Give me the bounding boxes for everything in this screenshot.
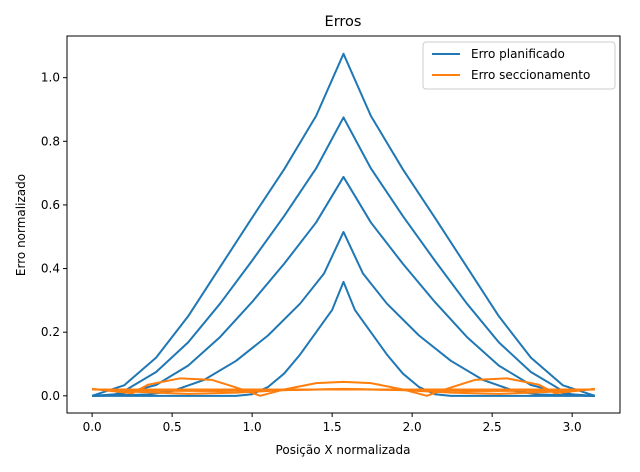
series-line-seccionamento-5 (92, 377, 595, 397)
x-tick-label: 2.5 (483, 420, 502, 434)
legend-label-planificado: Erro planificado (471, 47, 565, 61)
y-tick-label: 0.0 (41, 389, 60, 403)
x-tick-label: 2.0 (403, 420, 422, 434)
y-tick-label: 0.6 (41, 198, 60, 212)
x-tick-label: 1.5 (323, 420, 342, 434)
y-tick-label: 0.8 (41, 134, 60, 148)
series-line-planificado-0 (91, 52, 596, 397)
x-tick-label: 1.0 (243, 420, 262, 434)
x-axis: 0.0 0.5 1.0 1.5 2.0 2.5 3.0 (83, 413, 582, 434)
x-tick-label: 3.0 (563, 420, 582, 434)
plot-area (91, 52, 596, 397)
legend-box (422, 41, 616, 90)
y-axis-label: Erro normalizado (14, 174, 28, 276)
series-line-planificado-1 (92, 116, 595, 397)
y-tick-label: 0.2 (41, 325, 60, 339)
series-line-planificado-3 (92, 230, 595, 397)
series-line-planificado-2 (92, 175, 595, 397)
plot-frame (66, 35, 621, 414)
y-tick-label: 0.4 (41, 262, 60, 276)
x-axis-label: Posição X normalizada (276, 443, 411, 457)
chart-title: Erros (325, 14, 362, 30)
y-axis: 0.0 0.2 0.4 0.6 0.8 1.0 (41, 71, 67, 403)
legend-label-seccionamento: Erro seccionamento (471, 68, 590, 82)
y-tick-label: 1.0 (41, 71, 60, 85)
legend: Erro planificado Erro seccionamento (422, 41, 616, 90)
x-tick-label: 0.0 (83, 420, 102, 434)
x-tick-label: 0.5 (163, 420, 182, 434)
